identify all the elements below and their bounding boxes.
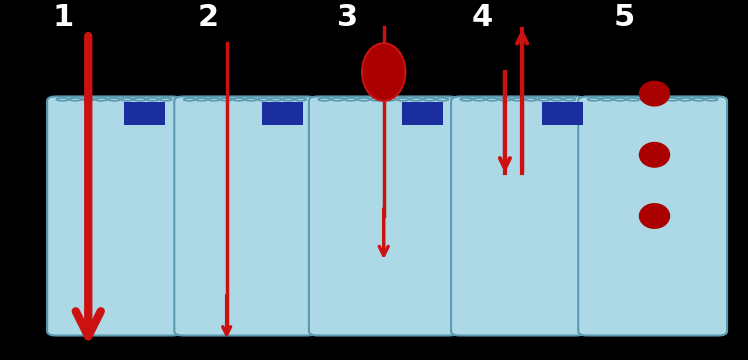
Ellipse shape bbox=[384, 98, 396, 101]
Ellipse shape bbox=[639, 203, 670, 229]
Bar bbox=[124, 102, 165, 125]
Bar bbox=[542, 102, 583, 125]
FancyBboxPatch shape bbox=[309, 96, 458, 336]
Ellipse shape bbox=[639, 81, 670, 107]
Ellipse shape bbox=[57, 98, 69, 101]
Ellipse shape bbox=[397, 98, 409, 101]
Ellipse shape bbox=[221, 98, 232, 101]
Ellipse shape bbox=[410, 98, 422, 101]
Ellipse shape bbox=[563, 98, 575, 101]
Ellipse shape bbox=[525, 98, 537, 101]
Ellipse shape bbox=[121, 98, 133, 101]
Ellipse shape bbox=[666, 98, 678, 101]
Text: 5: 5 bbox=[614, 4, 635, 32]
FancyBboxPatch shape bbox=[47, 96, 181, 336]
Bar bbox=[402, 102, 443, 125]
Ellipse shape bbox=[270, 98, 281, 101]
Ellipse shape bbox=[640, 98, 652, 101]
Ellipse shape bbox=[345, 98, 357, 101]
Ellipse shape bbox=[461, 98, 473, 101]
Ellipse shape bbox=[705, 98, 717, 101]
Ellipse shape bbox=[423, 98, 435, 101]
Ellipse shape bbox=[499, 98, 511, 101]
Ellipse shape bbox=[283, 98, 294, 101]
Ellipse shape bbox=[538, 98, 550, 101]
Ellipse shape bbox=[588, 98, 600, 101]
Ellipse shape bbox=[184, 98, 195, 101]
Ellipse shape bbox=[233, 98, 245, 101]
Ellipse shape bbox=[362, 43, 405, 101]
FancyBboxPatch shape bbox=[578, 96, 727, 336]
Ellipse shape bbox=[82, 98, 94, 101]
Ellipse shape bbox=[358, 98, 370, 101]
Ellipse shape bbox=[159, 98, 171, 101]
Ellipse shape bbox=[486, 98, 498, 101]
Ellipse shape bbox=[245, 98, 257, 101]
Text: 4: 4 bbox=[472, 4, 493, 32]
Ellipse shape bbox=[209, 98, 220, 101]
FancyBboxPatch shape bbox=[451, 96, 585, 336]
Ellipse shape bbox=[639, 142, 670, 168]
Text: 3: 3 bbox=[337, 4, 358, 32]
Ellipse shape bbox=[512, 98, 524, 101]
Ellipse shape bbox=[371, 98, 383, 101]
Ellipse shape bbox=[679, 98, 691, 101]
Ellipse shape bbox=[319, 98, 331, 101]
Ellipse shape bbox=[551, 98, 562, 101]
Ellipse shape bbox=[473, 98, 485, 101]
Ellipse shape bbox=[436, 98, 448, 101]
Ellipse shape bbox=[196, 98, 207, 101]
Ellipse shape bbox=[70, 98, 82, 101]
Ellipse shape bbox=[693, 98, 705, 101]
Bar bbox=[262, 102, 303, 125]
Ellipse shape bbox=[653, 98, 665, 101]
Text: 2: 2 bbox=[197, 4, 218, 32]
Ellipse shape bbox=[258, 98, 269, 101]
Ellipse shape bbox=[95, 98, 107, 101]
Ellipse shape bbox=[108, 98, 120, 101]
FancyBboxPatch shape bbox=[174, 96, 316, 336]
Ellipse shape bbox=[147, 98, 159, 101]
Ellipse shape bbox=[331, 98, 343, 101]
Ellipse shape bbox=[614, 98, 626, 101]
Ellipse shape bbox=[295, 98, 306, 101]
Ellipse shape bbox=[134, 98, 146, 101]
Ellipse shape bbox=[627, 98, 639, 101]
Text: 1: 1 bbox=[53, 4, 74, 32]
Ellipse shape bbox=[601, 98, 613, 101]
